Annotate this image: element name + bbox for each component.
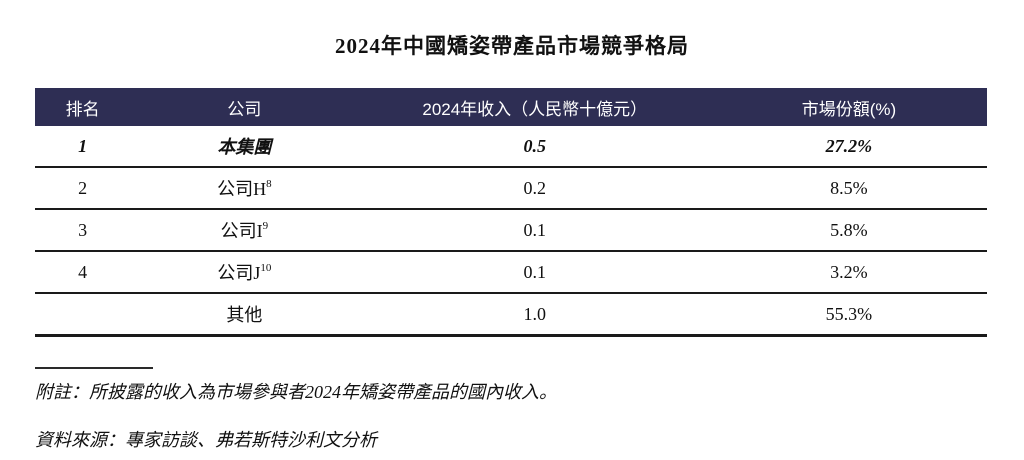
rank-cell: 4 (78, 261, 88, 282)
rank-cell: 1 (78, 135, 88, 156)
table-row: 1 本集團 0.5 27.2% (35, 126, 987, 168)
footnote-ref: 9 (262, 220, 269, 232)
share-cell: 8.5% (830, 177, 868, 198)
table-row: 4 公司J10 0.1 3.2% (35, 252, 987, 294)
footnote-ref: 10 (260, 262, 272, 274)
page-title: 2024年中國矯姿帶產品市場競爭格局 (335, 34, 689, 58)
footnote-separator (35, 367, 153, 369)
footnote-text: 附註：所披露的收入為市場參與者2024年矯姿帶產品的國內收入。 (35, 382, 557, 402)
header-revenue: 2024年收入（人民幣十億元） (422, 99, 648, 119)
competition-table: 排名 公司 2024年收入（人民幣十億元） 市場份額(%) 1 本集團 0.5 … (35, 88, 987, 337)
company-name: 其他 (226, 305, 263, 325)
share-cell: 27.2% (825, 135, 873, 156)
share-cell: 55.3% (825, 303, 873, 324)
revenue-cell: 0.1 (523, 261, 547, 282)
share-cell: 3.2% (830, 261, 868, 282)
source-text: 資料來源：專家訪談、弗若斯特沙利文分析 (35, 430, 377, 450)
company-cell: 其他 (130, 301, 358, 327)
table-row: 3 公司I9 0.1 5.8% (35, 210, 987, 252)
table-row: 2 公司H8 0.2 8.5% (35, 168, 987, 210)
table-row: 其他 1.0 55.3% (35, 294, 987, 337)
revenue-cell: 0.2 (523, 177, 547, 198)
header-market-share: 市場份額(%) (801, 99, 897, 119)
rank-cell: 2 (78, 177, 88, 198)
header-rank: 排名 (65, 99, 100, 119)
header-company: 公司 (227, 99, 262, 119)
company-name: 本集團 (217, 137, 272, 157)
table-header-row: 排名 公司 2024年收入（人民幣十億元） 市場份額(%) (35, 88, 987, 126)
company-cell: 公司H8 (130, 175, 358, 201)
footnote-ref: 8 (266, 178, 272, 190)
share-cell: 5.8% (830, 219, 868, 240)
company-cell: 公司J10 (130, 259, 358, 285)
revenue-cell: 0.5 (523, 135, 547, 156)
company-cell: 公司I9 (130, 217, 358, 243)
company-name: 公司J (217, 263, 261, 283)
revenue-cell: 0.1 (523, 219, 547, 240)
revenue-cell: 1.0 (523, 303, 547, 324)
company-name: 公司I (220, 221, 263, 241)
rank-cell: 3 (78, 219, 88, 240)
company-name: 公司H (217, 179, 267, 199)
company-cell: 本集團 (130, 133, 358, 159)
